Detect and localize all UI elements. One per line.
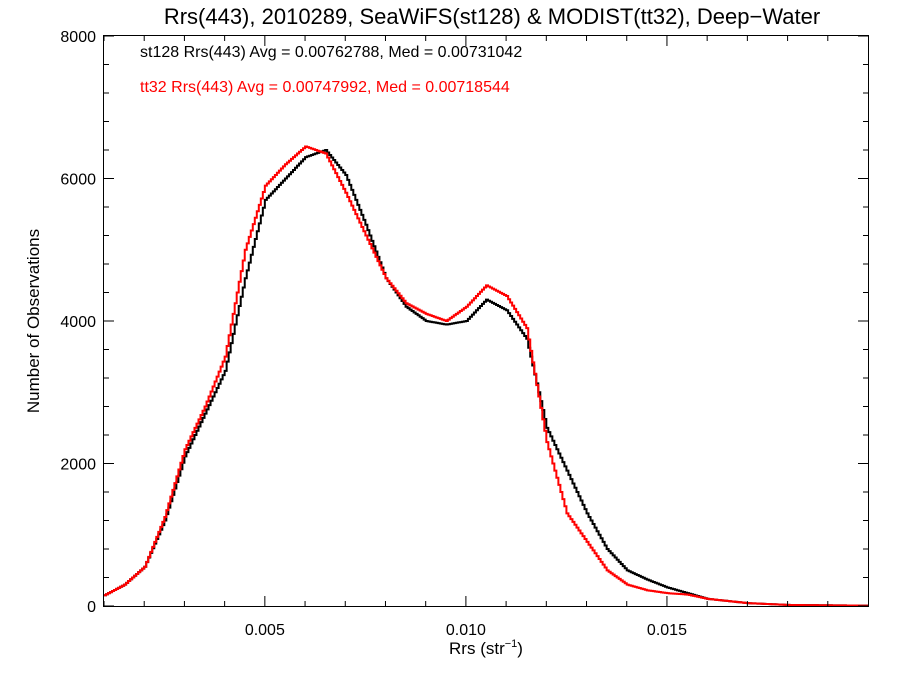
annotation-tt32: tt32 Rrs(443) Avg = 0.00747992, Med = 0.… <box>140 79 510 96</box>
axis-ticks <box>103 35 868 607</box>
series-line-tt32 <box>104 145 869 607</box>
x-axis-title-close: ) <box>517 639 523 658</box>
y-tick-labels: 0 2000 4000 6000 8000 <box>60 29 96 616</box>
plot-series <box>104 145 869 607</box>
x-axis-title-superscript: −1 <box>505 638 518 650</box>
x-tick-label: 0.005 <box>245 622 285 639</box>
y-tick-label: 0 <box>87 599 96 616</box>
x-tick-labels: 0.005 0.010 0.015 <box>245 622 687 639</box>
x-axis-title-main: Rrs (str <box>449 639 505 658</box>
x-tick-label: 0.015 <box>647 622 687 639</box>
y-tick-label: 2000 <box>60 457 96 474</box>
plot-frame <box>103 35 869 607</box>
chart-title: Rrs(443), 2010289, SeaWiFS(st128) & MODI… <box>164 4 820 29</box>
y-tick-label: 6000 <box>60 172 96 189</box>
y-tick-label: 4000 <box>60 314 96 331</box>
series-line-st128 <box>104 149 869 607</box>
x-tick-label: 0.010 <box>446 622 486 639</box>
x-axis-title: Rrs (str−1) <box>449 638 523 658</box>
annotation-st128: st128 Rrs(443) Avg = 0.00762788, Med = 0… <box>140 44 522 61</box>
y-tick-label: 8000 <box>60 29 96 46</box>
y-axis-title: Number of Observations <box>24 229 43 413</box>
